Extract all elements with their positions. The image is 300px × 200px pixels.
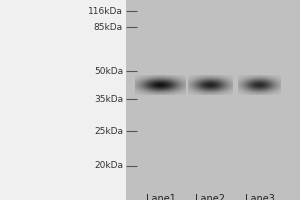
Text: 50kDa: 50kDa <box>94 66 123 75</box>
Text: Lane1: Lane1 <box>146 194 176 200</box>
Text: 116kDa: 116kDa <box>88 6 123 16</box>
Text: 85kDa: 85kDa <box>94 22 123 31</box>
Text: 20kDa: 20kDa <box>94 162 123 170</box>
Text: 25kDa: 25kDa <box>94 127 123 136</box>
Text: Lane3: Lane3 <box>244 194 274 200</box>
Text: Lane2: Lane2 <box>195 194 225 200</box>
Bar <box>126 0 300 200</box>
Text: 35kDa: 35kDa <box>94 95 123 104</box>
